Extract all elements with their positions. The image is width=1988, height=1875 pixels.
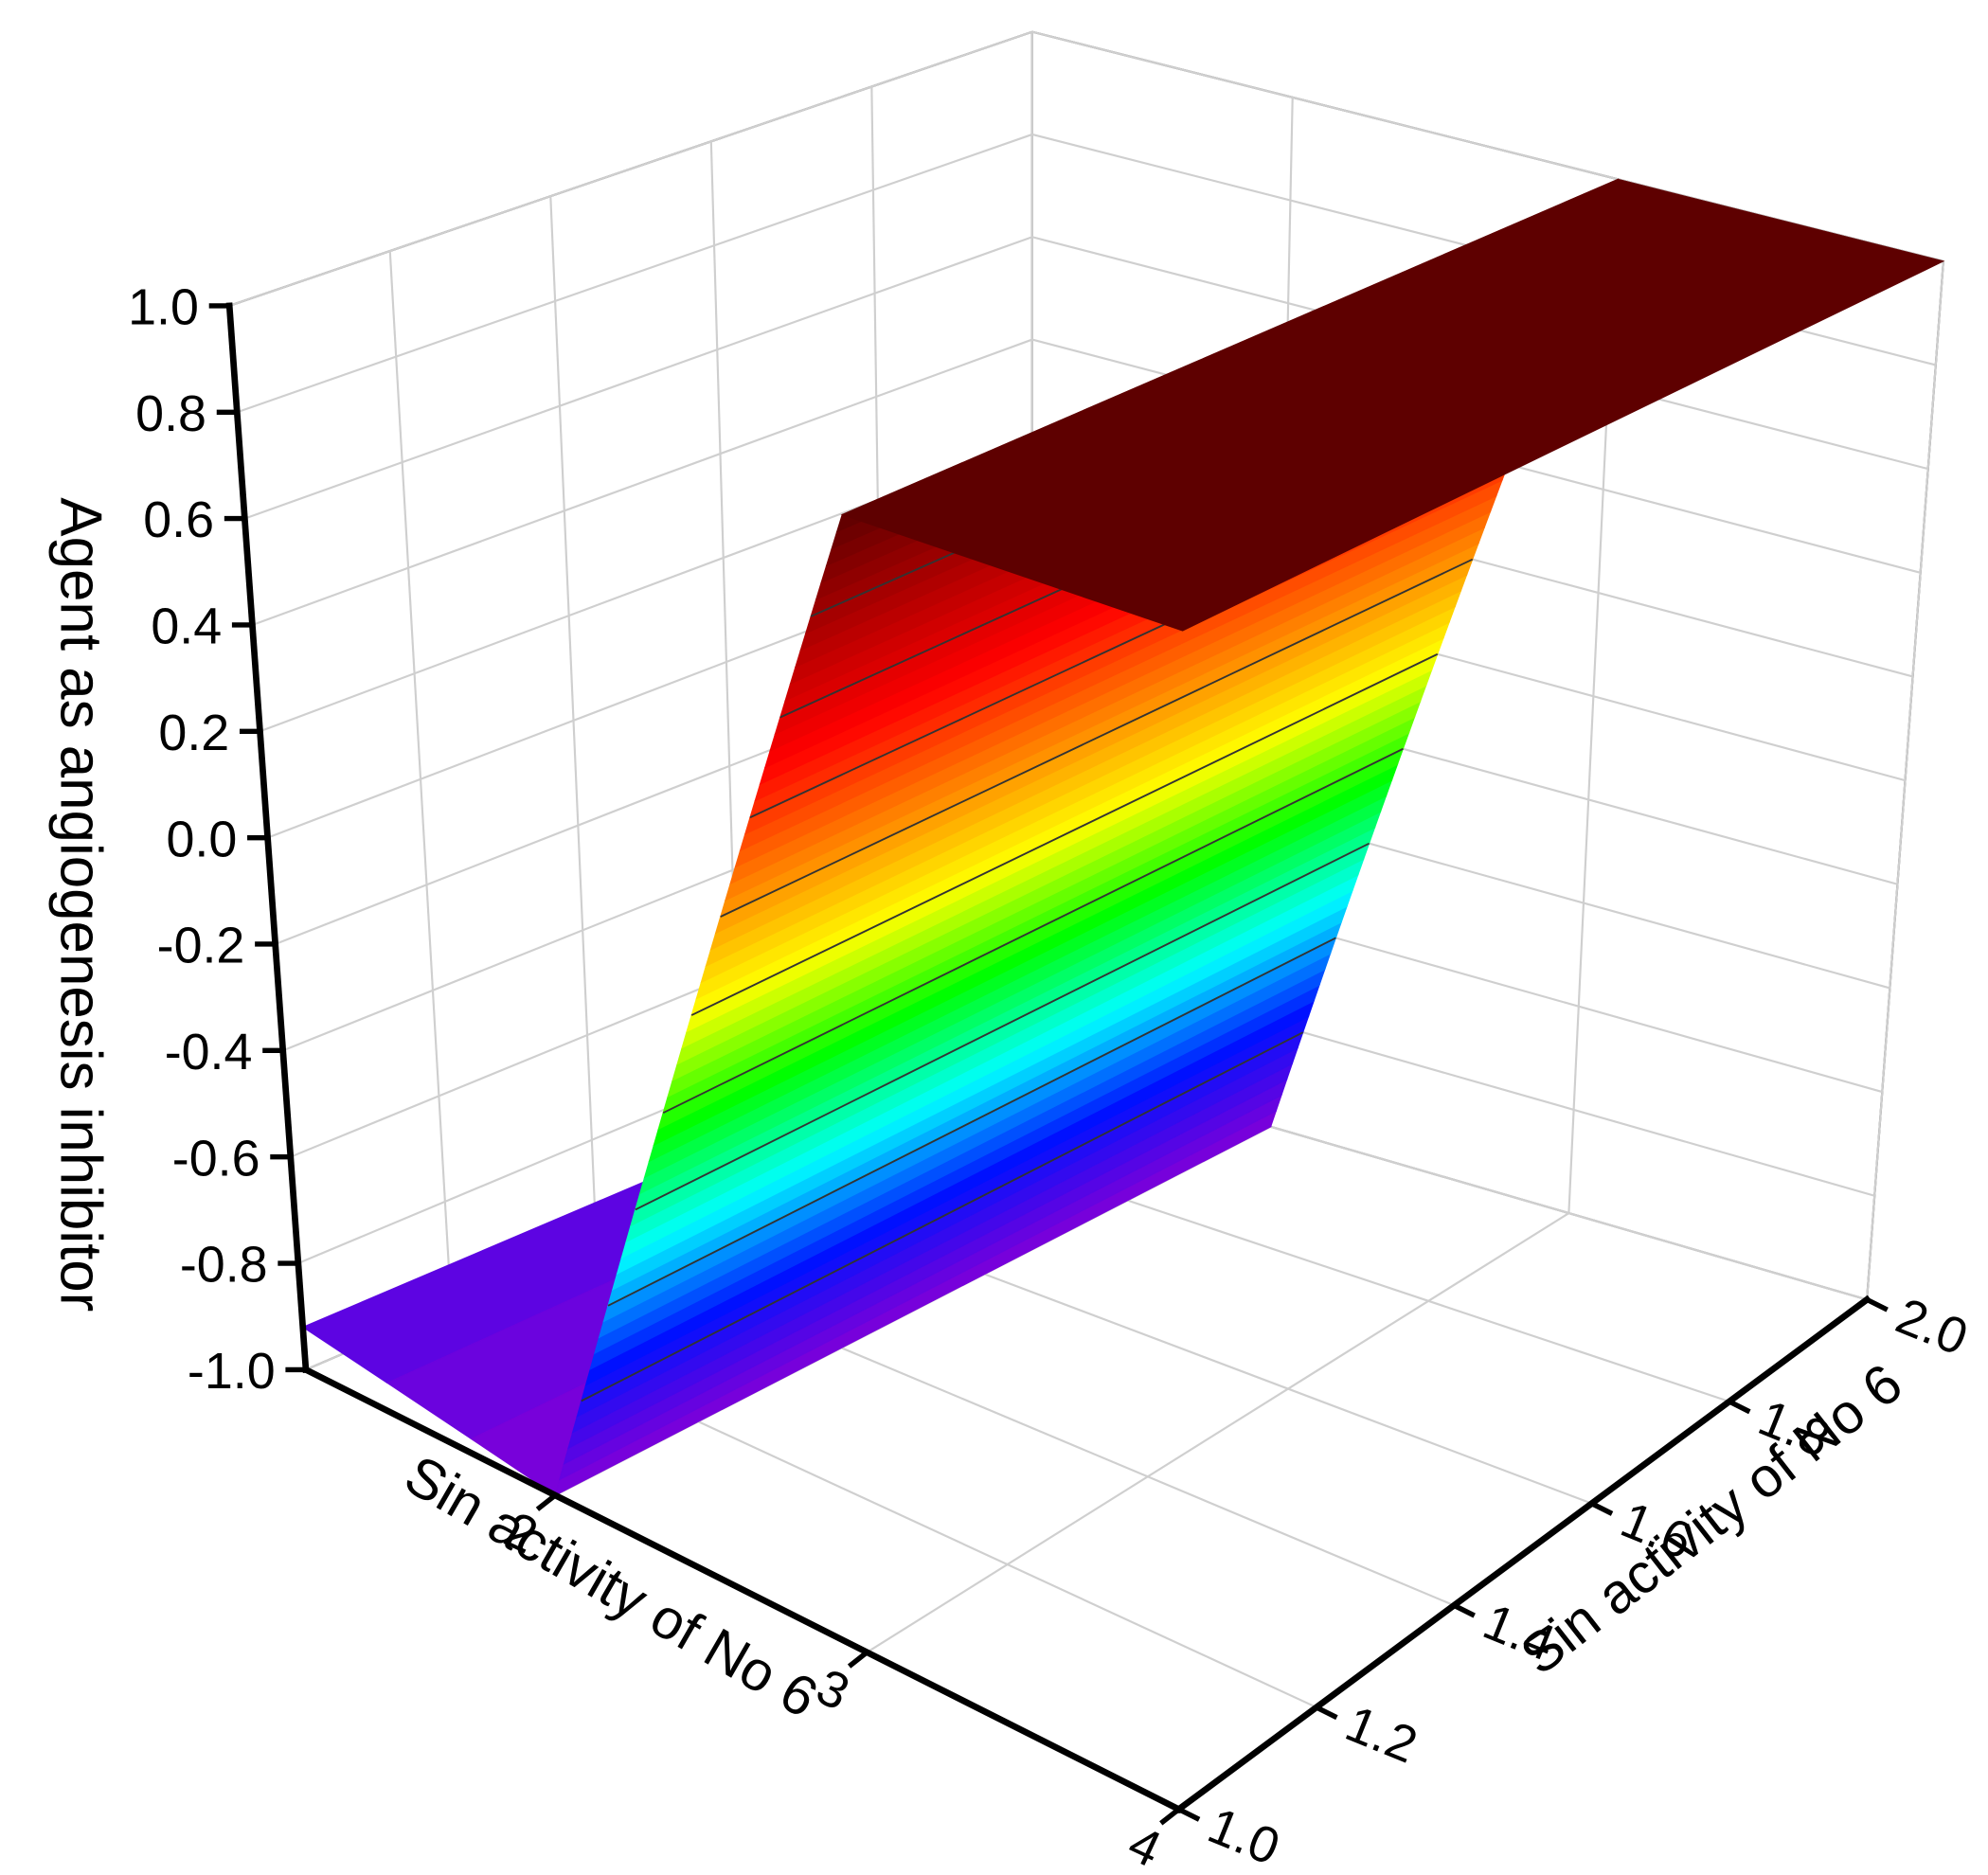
y-tick	[1865, 1296, 1889, 1312]
contour-line	[607, 937, 1336, 1307]
x-tick	[847, 1650, 869, 1669]
grid-line	[1866, 260, 1944, 1300]
y-tick-label: 2.0	[1889, 1287, 1976, 1366]
x-axis	[301, 1365, 1184, 1814]
y-tick-label: 1.2	[1338, 1695, 1425, 1775]
grid-line	[236, 133, 1033, 414]
surface-layer	[301, 178, 1945, 1497]
grid-line	[243, 236, 1033, 520]
x-tick-label: 4	[1119, 1815, 1169, 1875]
grid-line	[549, 196, 598, 1245]
x-axis-label: Sin activity of No 6	[395, 1442, 829, 1729]
grid-line	[252, 338, 1033, 626]
z-tick-label: 0.0	[166, 811, 237, 867]
contour-line	[662, 747, 1404, 1115]
x-tick	[1159, 1807, 1181, 1826]
contour-line	[581, 1031, 1304, 1402]
y-tick	[1315, 1705, 1338, 1721]
z-tick-label: -1.0	[188, 1343, 276, 1400]
z-tick-label: 1.0	[128, 279, 199, 336]
y-tick	[1453, 1602, 1476, 1618]
y-tick	[1728, 1399, 1751, 1415]
contour-line	[720, 558, 1474, 918]
z-tick-label: 0.8	[135, 385, 206, 442]
z-tick-label: 0.6	[143, 491, 214, 548]
y-tick	[1177, 1807, 1201, 1822]
z-tick-label: 0.4	[151, 598, 222, 655]
x-tick	[535, 1492, 557, 1511]
grid-line	[866, 1212, 1569, 1653]
grid-line	[388, 250, 453, 1308]
y-axis	[1173, 1295, 1872, 1814]
z-axis-label: Agent as angiogenesis inhibitor	[47, 497, 113, 1312]
z-tick-label: -0.2	[157, 918, 245, 974]
z-tick-label: -0.6	[172, 1130, 260, 1187]
surface-patch	[840, 178, 1945, 632]
z-tick-label: 0.2	[158, 705, 229, 761]
grid-line	[228, 30, 1033, 307]
z-tick-label: -0.8	[180, 1237, 268, 1294]
y-tick-label: 1.0	[1200, 1797, 1287, 1875]
contour-line	[635, 842, 1370, 1211]
z-tick-label: -0.4	[165, 1024, 253, 1080]
contour-line	[690, 652, 1439, 1016]
y-tick	[1590, 1501, 1614, 1516]
